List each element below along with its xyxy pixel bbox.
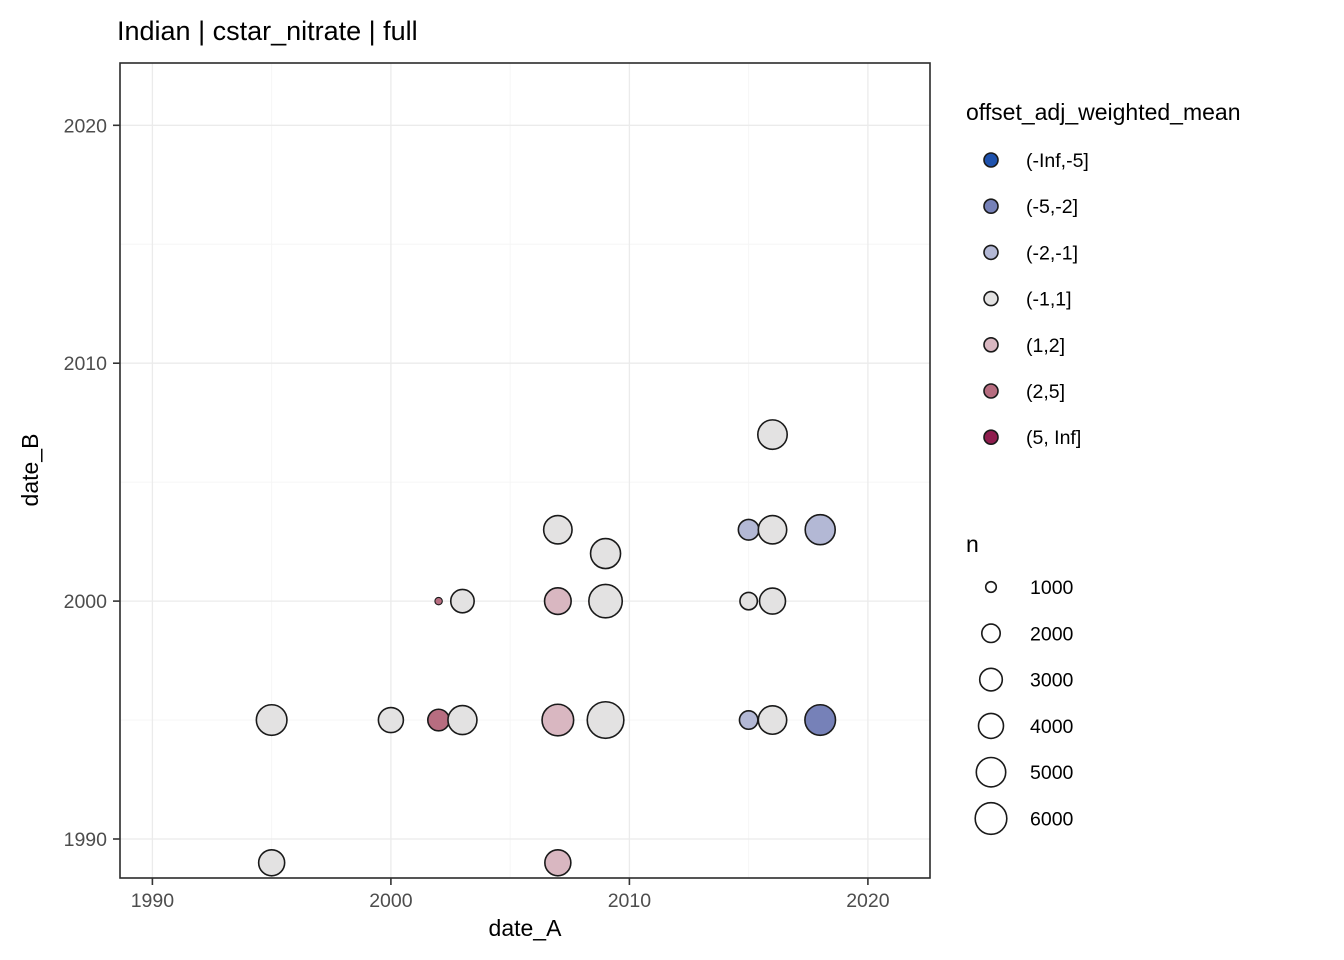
- color-legend-label: (-Inf,-5]: [1026, 150, 1089, 172]
- color-legend-key: [983, 429, 999, 446]
- x-axis-tick-label: 2020: [846, 890, 890, 912]
- color-legend-title: offset_adj_weighted_mean: [966, 99, 1241, 125]
- data-point: [739, 591, 759, 611]
- data-point: [804, 703, 837, 737]
- y-axis-tick-label: 1990: [64, 829, 108, 851]
- data-point: [541, 703, 575, 737]
- size-legend-label: 6000: [1030, 809, 1074, 831]
- plot-panel-border: [119, 62, 931, 879]
- size-legend-key: [974, 801, 1008, 836]
- plot-panel-background: [120, 63, 930, 878]
- data-point: [756, 419, 788, 451]
- color-legend-items: (-Inf,-5] (-5,-2] (-2,-1] (-1,1] (1,2] (2,5] (…: [983, 150, 1089, 449]
- data-point: [544, 848, 572, 877]
- gridline-layer: [120, 63, 930, 878]
- data-points-layer: [255, 419, 837, 877]
- y-axis-tick-label: 2010: [64, 353, 108, 375]
- x-axis-tick-label: 1990: [131, 890, 175, 912]
- x-axis-title: date_A: [489, 915, 563, 941]
- size-legend-label: 1000: [1030, 577, 1074, 599]
- data-point: [257, 848, 286, 877]
- data-point: [542, 514, 573, 545]
- color-legend-key: [983, 152, 999, 168]
- axis-layer: 1990 2000 2010 2020 1990 2000 2010 2020: [64, 115, 890, 912]
- data-point: [377, 706, 405, 734]
- data-point: [757, 514, 788, 545]
- data-point: [427, 708, 451, 732]
- data-point: [255, 703, 288, 737]
- data-point: [758, 587, 787, 615]
- data-point: [804, 513, 837, 546]
- size-legend-key: [978, 667, 1004, 692]
- color-legend-key: [983, 244, 999, 261]
- size-legend-key: [975, 756, 1007, 788]
- size-legend-label: 3000: [1030, 670, 1074, 692]
- size-legend-key: [980, 623, 1001, 644]
- color-legend-label: (-1,1]: [1026, 289, 1072, 311]
- size-legend-label: 4000: [1030, 716, 1074, 738]
- data-point: [447, 704, 478, 736]
- y-axis-title: date_B: [17, 434, 43, 507]
- x-axis-tick-label: 2000: [369, 890, 413, 912]
- y-axis-tick-label: 2000: [64, 591, 108, 613]
- plot-title: Indian | cstar_nitrate | full: [117, 16, 418, 46]
- color-legend-label: (2,5]: [1026, 381, 1065, 403]
- color-legend-label: (1,2]: [1026, 335, 1065, 357]
- color-legend-key: [983, 336, 999, 353]
- size-legend-items: 1000 2000 3000 4000 5000 6000: [974, 577, 1074, 836]
- size-legend-title: n: [966, 531, 979, 557]
- data-point: [588, 583, 624, 619]
- data-point: [543, 586, 572, 616]
- color-legend-key: [983, 290, 999, 307]
- x-axis-tick-label: 2010: [608, 890, 652, 912]
- size-legend-label: 5000: [1030, 762, 1074, 784]
- color-legend-label: (5, Inf]: [1026, 427, 1081, 449]
- y-axis-tick-label: 2020: [64, 115, 108, 137]
- data-point: [449, 588, 475, 614]
- color-legend-label: (-2,-1]: [1026, 242, 1078, 264]
- color-legend-key: [983, 383, 999, 399]
- color-legend-key: [983, 198, 999, 214]
- color-legend-label: (-5,-2]: [1026, 196, 1078, 218]
- data-point: [434, 596, 443, 606]
- size-legend-label: 2000: [1030, 623, 1074, 645]
- size-legend-key: [984, 580, 998, 594]
- data-point: [738, 710, 759, 731]
- data-point: [589, 537, 622, 570]
- size-legend-key: [977, 712, 1005, 740]
- data-point: [586, 700, 625, 740]
- data-point: [737, 518, 760, 541]
- data-point: [757, 705, 788, 736]
